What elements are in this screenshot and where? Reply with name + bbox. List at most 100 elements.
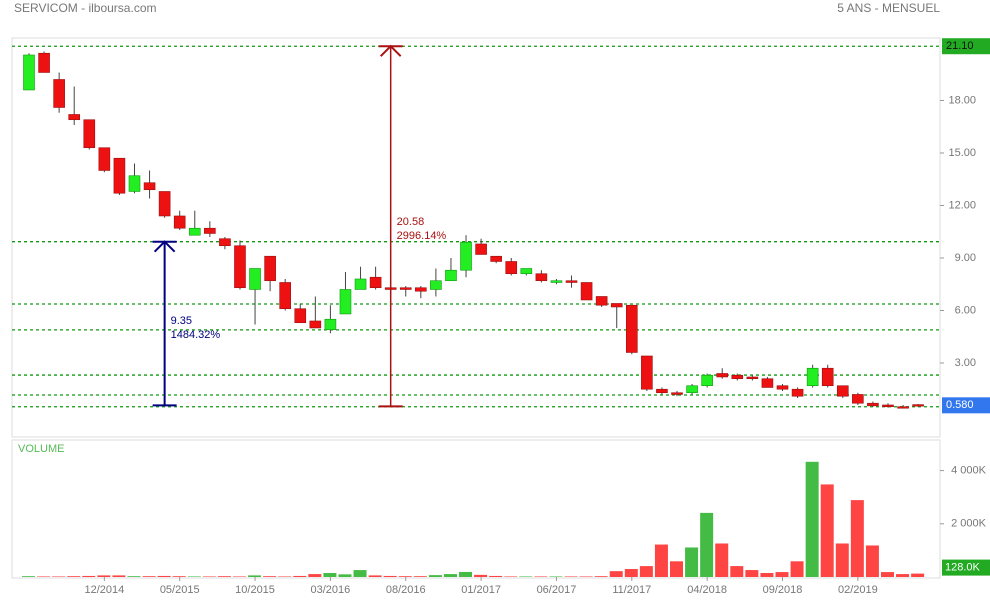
volume-bar: [157, 575, 171, 577]
volume-bar: [127, 576, 141, 577]
volume-bar: [760, 573, 774, 577]
candle-body: [128, 175, 141, 192]
y-tick-label: 3.00: [955, 357, 976, 369]
candle-body: [625, 304, 638, 353]
volume-bar: [790, 561, 804, 577]
volume-bar: [248, 575, 262, 577]
volume-bar: [504, 576, 518, 577]
volume-bar: [293, 575, 307, 577]
candle-body: [852, 394, 864, 404]
last-close-badge: [942, 397, 990, 414]
volume-bar: [459, 571, 473, 577]
candle-body: [143, 182, 156, 191]
x-tick-label: 03/2016: [311, 584, 351, 596]
volume-bar: [263, 576, 277, 577]
volume-bar: [579, 576, 593, 577]
volume-bar: [715, 543, 729, 577]
candle-body: [23, 54, 35, 91]
volume-bar: [278, 576, 292, 577]
volume-bar: [685, 547, 699, 577]
volume-bar: [880, 572, 894, 577]
x-tick-label: 04/2018: [687, 584, 727, 596]
candle-body: [656, 388, 668, 394]
candle-body: [761, 378, 774, 388]
candle-body: [821, 367, 834, 387]
candle-body: [294, 308, 307, 324]
candle-body: [701, 374, 713, 387]
volume-bar: [443, 574, 457, 577]
volume-bar: [187, 576, 201, 577]
volume-tick-label: 2 000K: [951, 518, 987, 530]
candle-body: [264, 255, 276, 282]
price-panel: [11, 37, 941, 438]
annotation-label: 1484.32%: [171, 329, 221, 341]
volume-bar: [413, 576, 427, 577]
volume-bar: [594, 576, 608, 577]
candle-body: [671, 392, 683, 395]
volume-bar: [37, 576, 51, 577]
x-tick-label: 06/2017: [537, 584, 577, 596]
volume-bar: [896, 574, 910, 577]
candle-body: [430, 280, 442, 290]
chart-subtitle: 5 ANS - MENSUEL: [837, 1, 940, 15]
annotation-label: 2996.14%: [397, 230, 447, 242]
level-badge: [942, 38, 990, 55]
candle-body: [309, 320, 322, 329]
volume-bar: [549, 576, 563, 577]
volume-bar: [112, 575, 126, 577]
candle-body: [686, 385, 698, 394]
candle-body: [399, 287, 412, 290]
volume-bar: [775, 572, 789, 577]
volume-bar: [142, 576, 156, 577]
last-close-label: 0.580: [946, 399, 974, 411]
chart-title: SERVICOM - ilboursa.com: [14, 1, 156, 15]
volume-bar: [911, 573, 925, 577]
y-tick-label: 18.00: [948, 94, 976, 106]
candle-body: [882, 404, 894, 408]
candle-body: [791, 388, 804, 397]
candle-body: [98, 147, 111, 171]
candle-body: [505, 261, 518, 275]
candle-body: [550, 280, 563, 283]
candle-body: [897, 406, 909, 409]
volume-bar: [670, 561, 684, 577]
level-badge-label: 21.10: [946, 40, 974, 52]
last-volume-badge: [942, 559, 990, 576]
volume-bar: [217, 576, 231, 577]
candle-body: [158, 191, 171, 217]
volume-bar: [338, 574, 352, 577]
candle-body: [580, 282, 593, 301]
volume-bar: [474, 574, 488, 577]
candle-body: [249, 268, 261, 290]
volume-bar: [835, 543, 849, 577]
x-tick-label: 01/2017: [461, 584, 501, 596]
volume-bar: [624, 569, 638, 577]
candle-body: [746, 376, 759, 380]
y-tick-label: 15.00: [948, 147, 976, 159]
volume-bar: [232, 576, 246, 577]
volume-bar: [398, 576, 412, 577]
candle-body: [369, 276, 382, 289]
volume-bar: [654, 544, 668, 577]
candle-body: [234, 245, 246, 289]
candle-body: [806, 367, 819, 387]
candle-body: [279, 282, 291, 310]
x-tick-label: 11/2017: [612, 584, 651, 596]
volume-bar: [865, 545, 879, 577]
candle-body: [173, 215, 186, 229]
volume-bar: [368, 575, 382, 577]
candle-body: [460, 241, 472, 271]
candle-body: [490, 255, 502, 262]
candle-body: [445, 269, 457, 282]
y-tick-label: 12.00: [948, 199, 976, 211]
volume-bar: [353, 570, 367, 577]
candle-body: [776, 385, 789, 390]
candle-body: [731, 374, 744, 380]
candle-body: [354, 278, 367, 290]
volume-bar: [730, 566, 744, 577]
volume-bar: [489, 575, 503, 577]
annotation-label: 9.35: [171, 315, 192, 327]
volume-bar: [428, 575, 442, 577]
x-tick-label: 02/2019: [838, 584, 878, 596]
